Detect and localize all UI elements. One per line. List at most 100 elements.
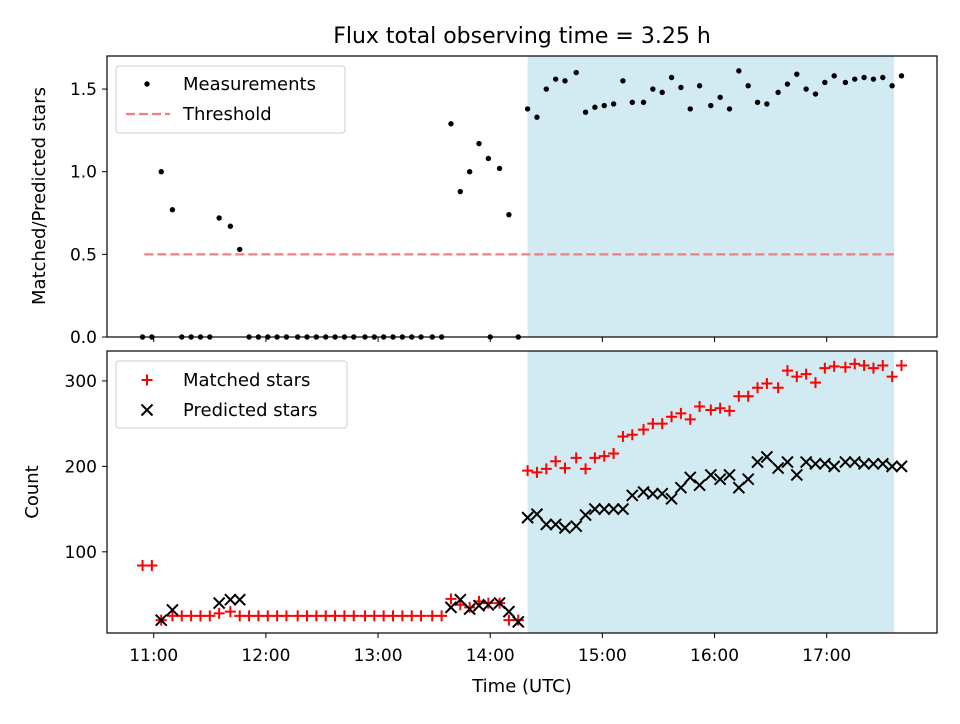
matched-star-point [359, 610, 371, 622]
bottom-legend-box [115, 360, 348, 429]
predicted-star-point [224, 593, 237, 606]
predicted-star-point [790, 468, 804, 482]
measurement-point [889, 83, 895, 89]
predicted-star-point [848, 455, 861, 469]
measurement-point [880, 74, 886, 81]
matched-star-point [426, 610, 438, 622]
predicted-star-point [212, 596, 226, 610]
predicted-star-point [530, 508, 544, 521]
matched-star-point [310, 610, 322, 622]
predicted-star-point [570, 519, 583, 533]
predicted-star-point [616, 502, 630, 516]
matched-star-point [800, 368, 812, 380]
x-tick-label: 12:00 [241, 646, 290, 666]
matched-star-point [280, 610, 292, 622]
predicted-star-point [558, 521, 572, 535]
predicted-star-point [454, 593, 467, 606]
predicted-star-point [867, 457, 880, 471]
matched-star-point [608, 448, 620, 460]
matched-star-point [213, 607, 225, 619]
measurement-point [562, 78, 568, 84]
matched-star-point [320, 610, 332, 622]
predicted-star-point [809, 457, 822, 471]
matched-star-point [781, 365, 793, 377]
matched-star-point [166, 610, 178, 622]
measurement-point [803, 86, 809, 92]
matched-star-point [559, 462, 571, 474]
matched-star-point [598, 450, 610, 462]
chart-title: Flux total observing time = 3.25 h [333, 24, 711, 49]
plots-layer: 0.0 0.5 1.0 1.5 Measurements Threshold 100 200 3… [65, 55, 938, 666]
matched-star-point [656, 418, 668, 430]
predicted-star-point [760, 450, 774, 464]
measurement-point [668, 74, 675, 81]
matched-star-point [531, 466, 543, 478]
predicted-star-point [704, 468, 718, 482]
matched-star-point [512, 614, 524, 626]
measurement-point [726, 106, 733, 112]
predicted-star-point [607, 502, 620, 516]
measurement-point [640, 99, 647, 105]
measurement-point [794, 71, 800, 77]
measurement-point [216, 215, 222, 221]
matched-star-point [733, 390, 745, 402]
bottom-y-tick-label: 100 [65, 543, 97, 563]
measurement-point [775, 89, 781, 96]
measurement-point [610, 101, 617, 107]
matched-star-point [301, 610, 313, 622]
bottom-shaded-span [527, 351, 895, 633]
matched-star-point [877, 360, 889, 372]
matched-star-point [415, 610, 427, 622]
matched-star-point [368, 610, 380, 622]
predicted-star-point [857, 457, 871, 471]
x-tick-label: 15:00 [578, 646, 627, 666]
measurement-point [169, 207, 176, 213]
matched-star-point [329, 610, 341, 622]
measurement-point [620, 78, 626, 84]
measurement-point [708, 102, 714, 109]
predicted-star-point [655, 487, 669, 500]
matched-star-point [666, 411, 678, 423]
matched-star-point [262, 610, 274, 622]
bottom-legend: Matched stars Predicted stars [115, 360, 348, 429]
top-legend-box [115, 65, 346, 134]
measurement-point [506, 211, 512, 218]
measurement-point [678, 84, 684, 91]
predicted-star-point [463, 602, 476, 616]
predicted-star-point [895, 460, 908, 473]
matched-star-point [436, 610, 448, 622]
matched-star-point [445, 593, 457, 605]
measurement-point [717, 94, 723, 101]
matched-star-point [761, 377, 773, 389]
matched-star-point [540, 463, 552, 475]
legend-matched-label: Matched stars [183, 370, 310, 391]
predicted-star-point [799, 455, 813, 469]
matched-star-point [348, 610, 360, 622]
matched-star-point [839, 361, 851, 373]
measurement-point [534, 114, 540, 120]
predicted-star-point [781, 455, 794, 469]
x-tick-label: 14:00 [466, 646, 515, 666]
matched-star-point [396, 610, 408, 622]
top-shaded-span [527, 56, 895, 337]
predicted-star-point [665, 492, 678, 506]
matched-star-point [185, 610, 197, 622]
legend-predicted-label: Predicted stars [183, 400, 317, 421]
matched-star-point [617, 430, 629, 442]
predicted-star-point [540, 518, 553, 531]
matched-star-point [752, 382, 764, 394]
predicted-star-point [637, 485, 650, 499]
measurement-point [485, 155, 492, 162]
bottom-y-tick-label: 300 [65, 372, 97, 392]
matched-star-point [503, 614, 515, 626]
predicted-star-point [598, 502, 611, 516]
x-axis-label: Time (UTC) [471, 676, 572, 697]
matched-star-point [638, 424, 650, 436]
predicted-star-point [876, 457, 889, 471]
matched-star-point [387, 610, 399, 622]
matched-star-point [378, 610, 390, 622]
matched-star-point [234, 610, 246, 622]
matched-star-point [684, 413, 696, 425]
bottom-plot-frame [106, 350, 938, 634]
matched-star-point [580, 463, 592, 475]
